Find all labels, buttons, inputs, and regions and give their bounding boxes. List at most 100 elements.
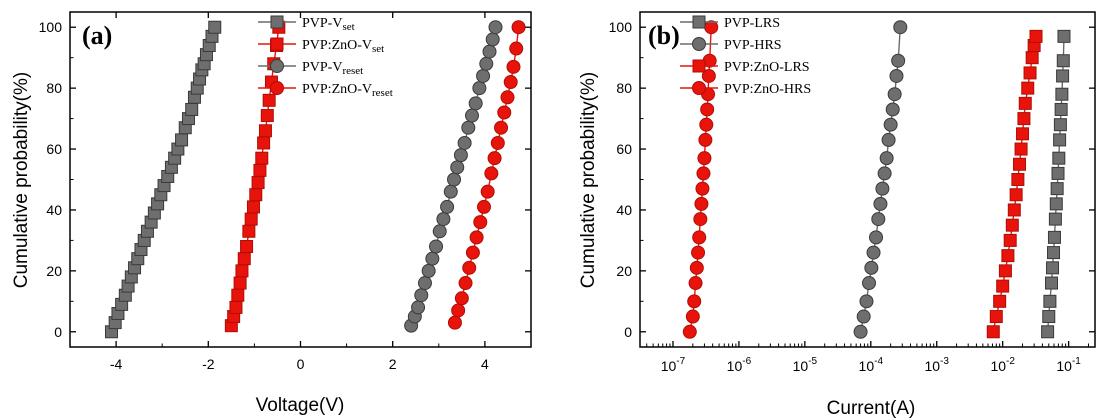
panel-a-data-point (511, 20, 526, 35)
panel-a-data-point (482, 44, 497, 59)
panel-b-legend-label: PVP-HRS (724, 38, 782, 53)
panel-b-x-tick-label: 10-6 (727, 356, 752, 374)
panel-a-data-point (476, 68, 491, 83)
panel-b-data-point (869, 230, 884, 245)
panel-a-data-point (465, 245, 480, 260)
panel-b-x-tick-label: 10-1 (1056, 356, 1081, 374)
panel-b-data-point (993, 294, 1007, 308)
panel-a-data-point (208, 20, 222, 34)
panel-b-data-point (875, 181, 890, 196)
panel-b-data-point (1007, 203, 1021, 217)
panel-b-x-tick-label: 10-2 (990, 356, 1015, 374)
panel-a-data-point (485, 32, 500, 47)
panel-b-data-point (1017, 112, 1031, 126)
panel-a-data-point (500, 90, 515, 105)
panel-b-data-point (1025, 51, 1039, 65)
panel-a-data-point (251, 176, 265, 190)
panel-a-data-point (506, 59, 521, 74)
panel-b-data-point (881, 132, 896, 147)
panel-a-data-point (443, 184, 458, 199)
panel-a-data-point (494, 120, 509, 135)
panel-b-data-point (883, 117, 898, 132)
panel-a-x-tick-label: 2 (389, 356, 397, 372)
panel-b-legend-item: PVP-HRS (680, 37, 782, 53)
panel-b-series-2 (986, 29, 1043, 339)
panel-a-legend-item: PVP-Vreset (258, 59, 363, 77)
panel-a-data-point (450, 160, 465, 175)
panel-b-data-point (887, 87, 902, 102)
panel-b-data-point (1048, 212, 1062, 226)
panel-b-legend: PVP-LRS PVP-HRS PVP:ZnO-LRS PVP:ZnO-HRS (680, 15, 811, 97)
panel-b-data-point (873, 196, 888, 211)
panel-b-data-point (1046, 261, 1060, 275)
panel-b-data-point (989, 310, 1003, 324)
panel-a-data-point (464, 108, 479, 123)
panel-a-data-point (262, 93, 276, 107)
panel-b-data-point (1049, 197, 1063, 211)
panel-b-data-point (1043, 294, 1057, 308)
panel-a-y-tick-label: 20 (46, 263, 62, 279)
panel-a-voltage-chart: (a) Voltage(V) Cumulative probability(%)… (11, 11, 532, 416)
panel-a-legend-marker (270, 59, 284, 73)
panel-a-data-point (244, 212, 258, 226)
panel-b-data-point (1050, 182, 1064, 196)
panel-b-current-chart: (b) Current(A) Cumulative probability(%)… (578, 11, 1096, 419)
panel-b-data-point (687, 294, 702, 309)
panel-a-y-axis-title: Cumulative probability(%) (11, 72, 32, 288)
panel-b-legend-marker (692, 81, 706, 95)
panel-a-data-point (458, 276, 473, 291)
panel-a-data-point (457, 135, 472, 150)
panel-b-series (682, 20, 1071, 339)
panel-b-data-point (1014, 142, 1028, 156)
panel-a-data-point (461, 120, 476, 135)
panel-b-data-point (699, 117, 714, 132)
panel-a-x-tick-label: 4 (481, 356, 489, 372)
panel-b-data-point (696, 166, 711, 181)
panel-b-data-point (1047, 230, 1061, 244)
panel-b-data-point (877, 166, 892, 181)
panel-a-data-point (242, 224, 256, 238)
panel-b-data-point (689, 260, 704, 275)
panel-b-data-point (879, 151, 894, 166)
panel-b-data-point (685, 309, 700, 324)
panel-a-legend-label: PVP:ZnO-Vset (302, 38, 384, 55)
panel-a-data-point (473, 215, 488, 230)
panel-a-series-3 (447, 20, 526, 330)
panel-a-data-point (488, 20, 503, 35)
panel-a-data-point (240, 240, 254, 253)
panel-a-y-tick-label: 40 (46, 202, 62, 218)
panel-a-data-point (440, 199, 455, 214)
panel-a-data-point (246, 200, 260, 214)
panel-a-data-point (185, 102, 199, 116)
panel-a-data-point (487, 151, 502, 166)
panel-b-data-point (688, 276, 703, 291)
panel-b-data-point (1055, 87, 1069, 101)
panel-b-data-point (1045, 276, 1059, 290)
panel-b-data-point (1056, 54, 1070, 68)
panel-a-data-point (497, 105, 512, 120)
panel-b-data-point (701, 68, 716, 83)
panel-a-data-point (231, 288, 245, 302)
panel-b-series-0 (1041, 29, 1071, 339)
panel-a-data-point (476, 199, 491, 214)
panel-a-data-point (484, 166, 499, 181)
panel-b-data-point (889, 68, 904, 83)
panel-a-data-point (509, 41, 524, 56)
panel-b-y-tick-label: 40 (616, 202, 632, 218)
panel-b-data-point (695, 181, 710, 196)
panel-b-legend-marker (692, 37, 706, 51)
panel-a-data-point (429, 239, 444, 254)
panel-a-series (104, 20, 526, 339)
panel-b-data-point (1023, 66, 1037, 80)
panel-b-y-tick-label: 100 (609, 19, 633, 35)
panel-a-series-0 (104, 20, 222, 339)
panel-b-data-point (1051, 166, 1065, 180)
panel-a-ticks: 0 20 40 60 80 100 -4 -2 0 2 4 (39, 12, 531, 372)
panel-a-legend: PVP-Vset PVP:ZnO-Vset PVP-Vreset PVP:ZnO-Vr… (258, 15, 393, 99)
panel-a-data-point (175, 133, 189, 147)
panel-a-data-point (432, 224, 447, 239)
panel-b-legend-item: PVP:ZnO-HRS (680, 81, 811, 97)
panel-b-series-1 (853, 20, 908, 339)
panel-a-data-point (411, 300, 426, 315)
